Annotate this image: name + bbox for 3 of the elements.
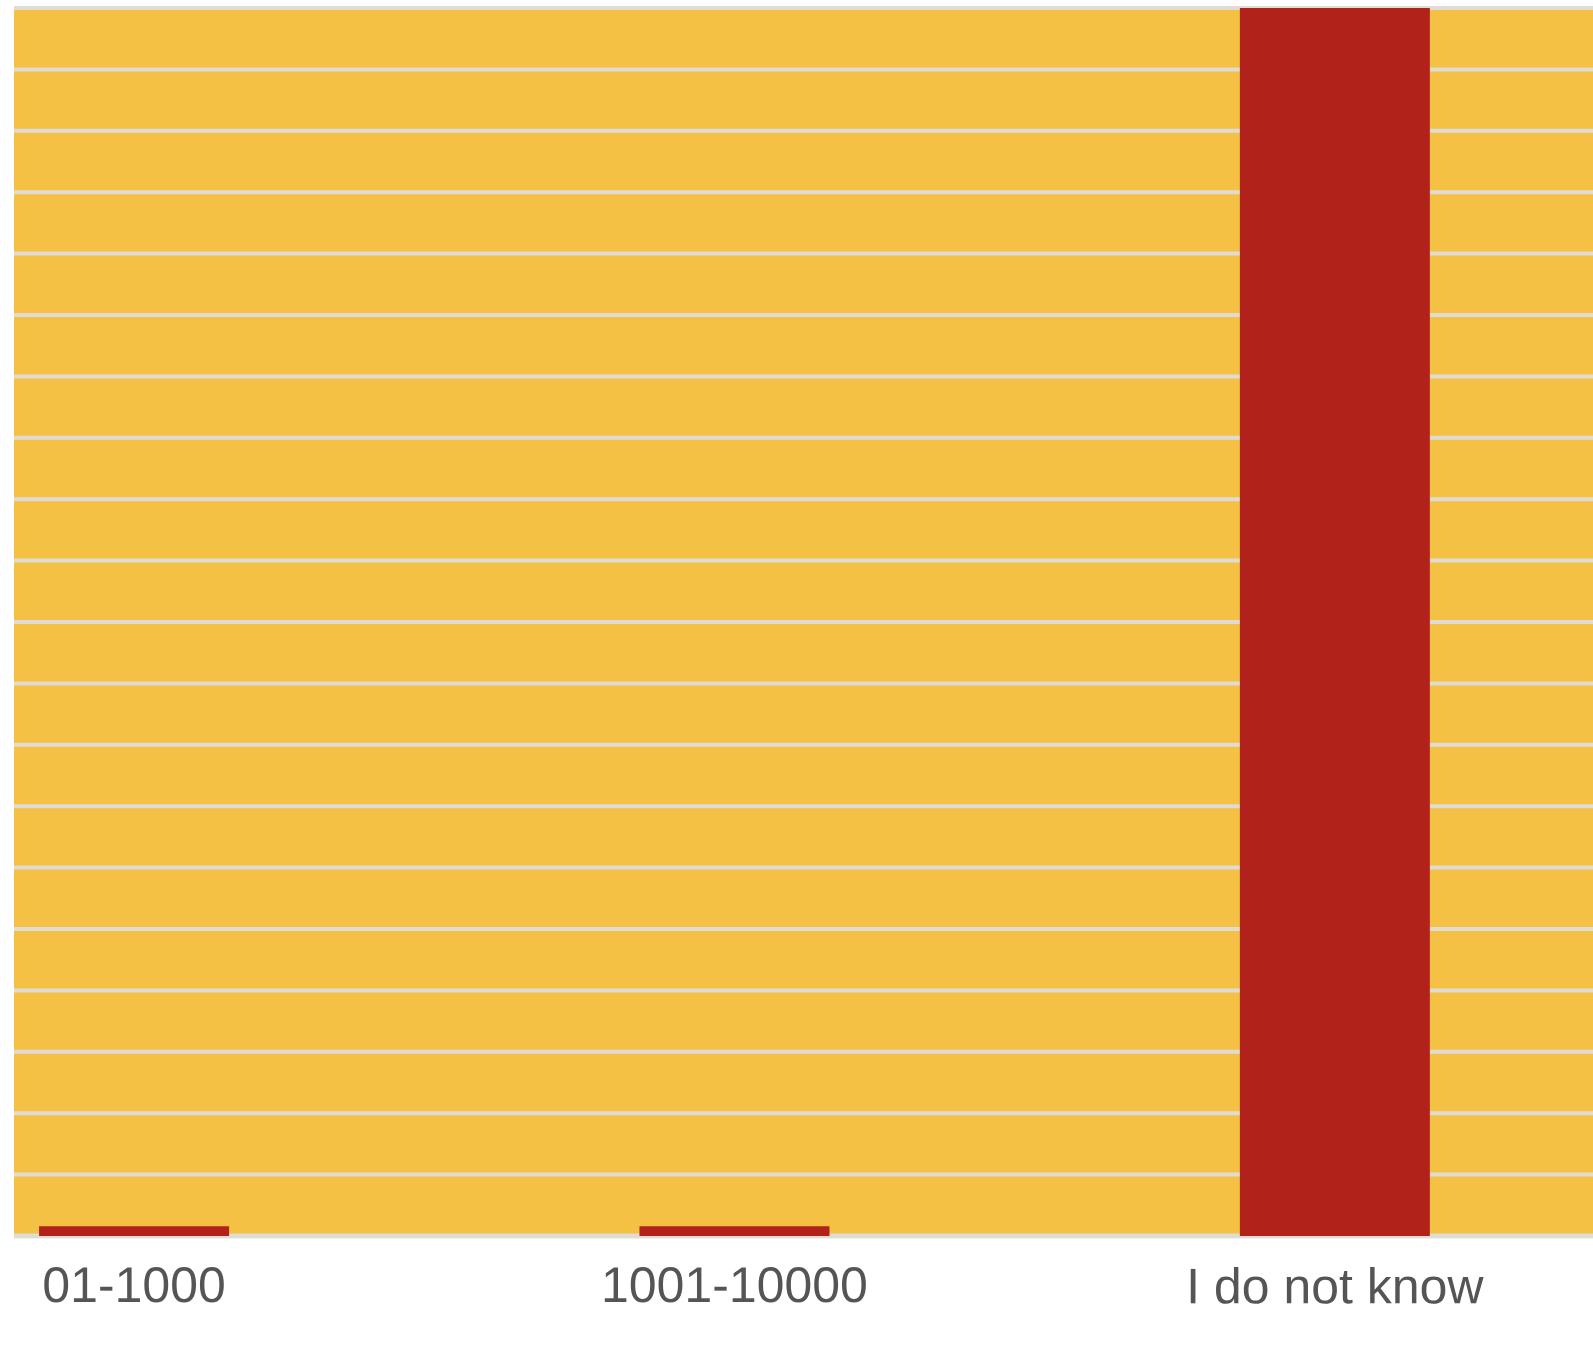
x-tick-label: 01-1000 [44,1267,224,1303]
x-tick-label: 1001-10000 [604,1267,866,1303]
x-tick-label: I do not know [1190,1267,1484,1304]
